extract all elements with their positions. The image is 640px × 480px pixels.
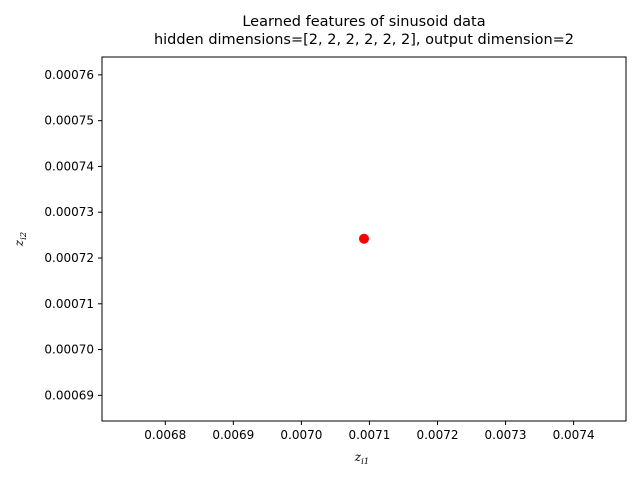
plot-frame: [101, 56, 627, 422]
y-axis-label: zi2: [12, 232, 29, 247]
data-point: [359, 233, 369, 244]
x-axis-label-main: z: [354, 450, 362, 464]
y-tick-label: 0.00074: [44, 159, 94, 173]
chart-title: Learned features of sinusoid data: [242, 14, 485, 30]
y-tick-label: 0.00075: [44, 114, 94, 128]
x-tick-label: 0.0068: [144, 428, 186, 442]
y-axis-label-subscript: i2: [19, 232, 29, 240]
y-tick-label: 0.00069: [44, 388, 94, 402]
y-tick-label: 0.00073: [44, 205, 94, 219]
x-tick-label: 0.0069: [212, 428, 254, 442]
data-points: [359, 233, 369, 244]
x-tick-label: 0.0070: [280, 428, 322, 442]
x-tick-label: 0.0071: [348, 428, 390, 442]
y-tick-label: 0.00076: [44, 68, 94, 82]
y-axis-label-main: z: [12, 239, 26, 247]
chart-subtitle: hidden dimensions=[2, 2, 2, 2, 2, 2], ou…: [154, 32, 574, 48]
x-axis-ticks: 0.0068 0.0069 0.0070 0.0071 0.0072 0.0073 0.00…: [144, 421, 595, 442]
x-tick-label: 0.0072: [416, 428, 458, 442]
x-axis-label: zi1: [354, 450, 369, 467]
x-axis-label-subscript: i1: [361, 457, 369, 467]
y-axis-ticks: 0.00069 0.00070 0.00071 0.00072 0.00073 0.000…: [44, 68, 102, 402]
x-tick-label: 0.0073: [485, 428, 527, 442]
y-tick-label: 0.00071: [44, 297, 94, 311]
y-tick-label: 0.00072: [44, 251, 94, 265]
y-tick-label: 0.00070: [44, 343, 94, 357]
x-tick-label: 0.0074: [553, 428, 595, 442]
